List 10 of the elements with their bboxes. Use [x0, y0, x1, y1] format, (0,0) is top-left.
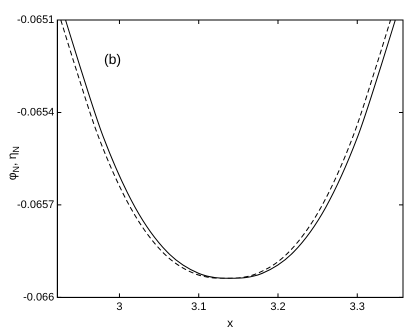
x-tick-label: 3.3 — [350, 301, 365, 314]
y-tick-label: -0.0654 — [16, 106, 54, 118]
x-axis-title: x — [227, 316, 234, 330]
x-tick-label: 3 — [116, 301, 123, 314]
y-tick-label: -0.066 — [23, 291, 54, 304]
y-tick-label: -0.0657 — [16, 198, 54, 211]
x-tick-label: 3.2 — [270, 301, 286, 314]
x-tick-label: 3.1 — [191, 301, 206, 314]
annotation: (b) — [104, 51, 122, 68]
y-tick-label: -0.0651 — [16, 14, 54, 26]
